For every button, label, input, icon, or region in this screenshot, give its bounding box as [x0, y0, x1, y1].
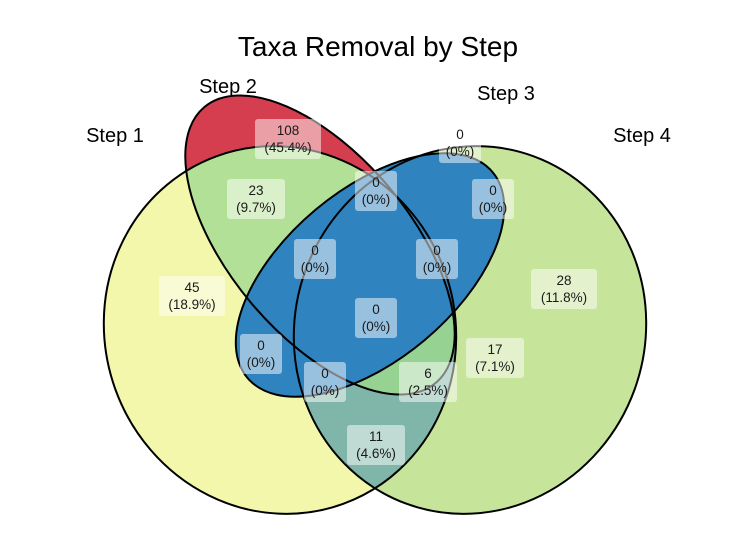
- set-label-step3: Step 3: [477, 83, 535, 105]
- region-label-r124: 6 (2.5%): [399, 362, 457, 402]
- step3-ellipse: [235, 153, 505, 397]
- region-label-r4: 28 (11.8%): [531, 269, 597, 309]
- region-count: 6: [424, 366, 432, 381]
- region-label-r134: 0 (0%): [304, 362, 346, 402]
- region-count: 11: [369, 429, 383, 444]
- region-percent: (0%): [247, 355, 276, 370]
- region-percent: (0%): [479, 200, 508, 215]
- region-label-box: [227, 179, 285, 219]
- region-percent: (4.6%): [356, 446, 396, 461]
- region-count: 0: [321, 366, 329, 381]
- region-percent: (0%): [311, 383, 340, 398]
- region-label-box: [531, 269, 597, 309]
- region-label-r1: 45 (18.9%): [159, 276, 225, 316]
- region-percent: (0%): [446, 144, 475, 159]
- region-label-r34: 0 (0%): [472, 179, 514, 219]
- region-count: 0: [433, 243, 441, 258]
- region-count: 23: [248, 183, 263, 198]
- region-label-box: [466, 338, 524, 378]
- region-percent: (9.7%): [236, 200, 276, 215]
- region-label-box: [255, 119, 321, 159]
- region-label-r1234: 0 (0%): [355, 298, 397, 338]
- region-label-box: [355, 171, 397, 211]
- region-label-r234: 0 (0%): [416, 239, 458, 279]
- region-count: 17: [487, 342, 502, 357]
- region-label-box: [439, 123, 481, 163]
- region-label-r23: 0 (0%): [355, 171, 397, 211]
- region-count: 0: [489, 183, 497, 198]
- region-percent: (0%): [362, 319, 391, 334]
- set-label-step4: Step 4: [613, 125, 671, 147]
- region-percent: (45.4%): [264, 140, 311, 155]
- region-percent: (2.5%): [408, 383, 448, 398]
- region-label-r14: 11 (4.6%): [347, 425, 405, 465]
- region-label-box: [347, 425, 405, 465]
- region-count: 45: [184, 280, 199, 295]
- region-count: 28: [556, 273, 571, 288]
- region-label-box: [399, 362, 457, 402]
- region-count: 0: [456, 127, 464, 142]
- region-label-box: [472, 179, 514, 219]
- region-label-box: [294, 239, 336, 279]
- region-label-r2: 108 (45.4%): [255, 119, 321, 159]
- region-label-box: [355, 298, 397, 338]
- region-label-r123: 0 (0%): [294, 239, 336, 279]
- region-count: 0: [372, 175, 380, 190]
- region-label-box: [240, 334, 282, 374]
- chart-title: Taxa Removal by Step: [238, 31, 518, 62]
- region-label-r24: 17 (7.1%): [466, 338, 524, 378]
- region-label-box: [304, 362, 346, 402]
- set-label-step1: Step 1: [86, 125, 144, 147]
- set-label-step2: Step 2: [199, 76, 257, 98]
- region-count: 0: [257, 338, 265, 353]
- region-label-r13: 0 (0%): [240, 334, 282, 374]
- region-percent: (0%): [362, 192, 391, 207]
- region-label-r3: 0 (0%): [439, 123, 481, 163]
- region-count: 0: [311, 243, 319, 258]
- region-label-r12: 23 (9.7%): [227, 179, 285, 219]
- region-percent: (0%): [301, 260, 330, 275]
- region-labels: 108 (45.4%) 23 (9.7%) 45 (18.9%) 0 (0%) 0 (0%) 0 (0…: [159, 119, 597, 465]
- region-percent: (18.9%): [168, 297, 215, 312]
- region-percent: (7.1%): [475, 359, 515, 374]
- region-percent: (11.8%): [541, 290, 587, 305]
- region-count: 108: [277, 123, 300, 138]
- region-label-box: [159, 276, 225, 316]
- region-percent: (0%): [423, 260, 452, 275]
- region-label-box: [416, 239, 458, 279]
- region-count: 0: [372, 302, 380, 317]
